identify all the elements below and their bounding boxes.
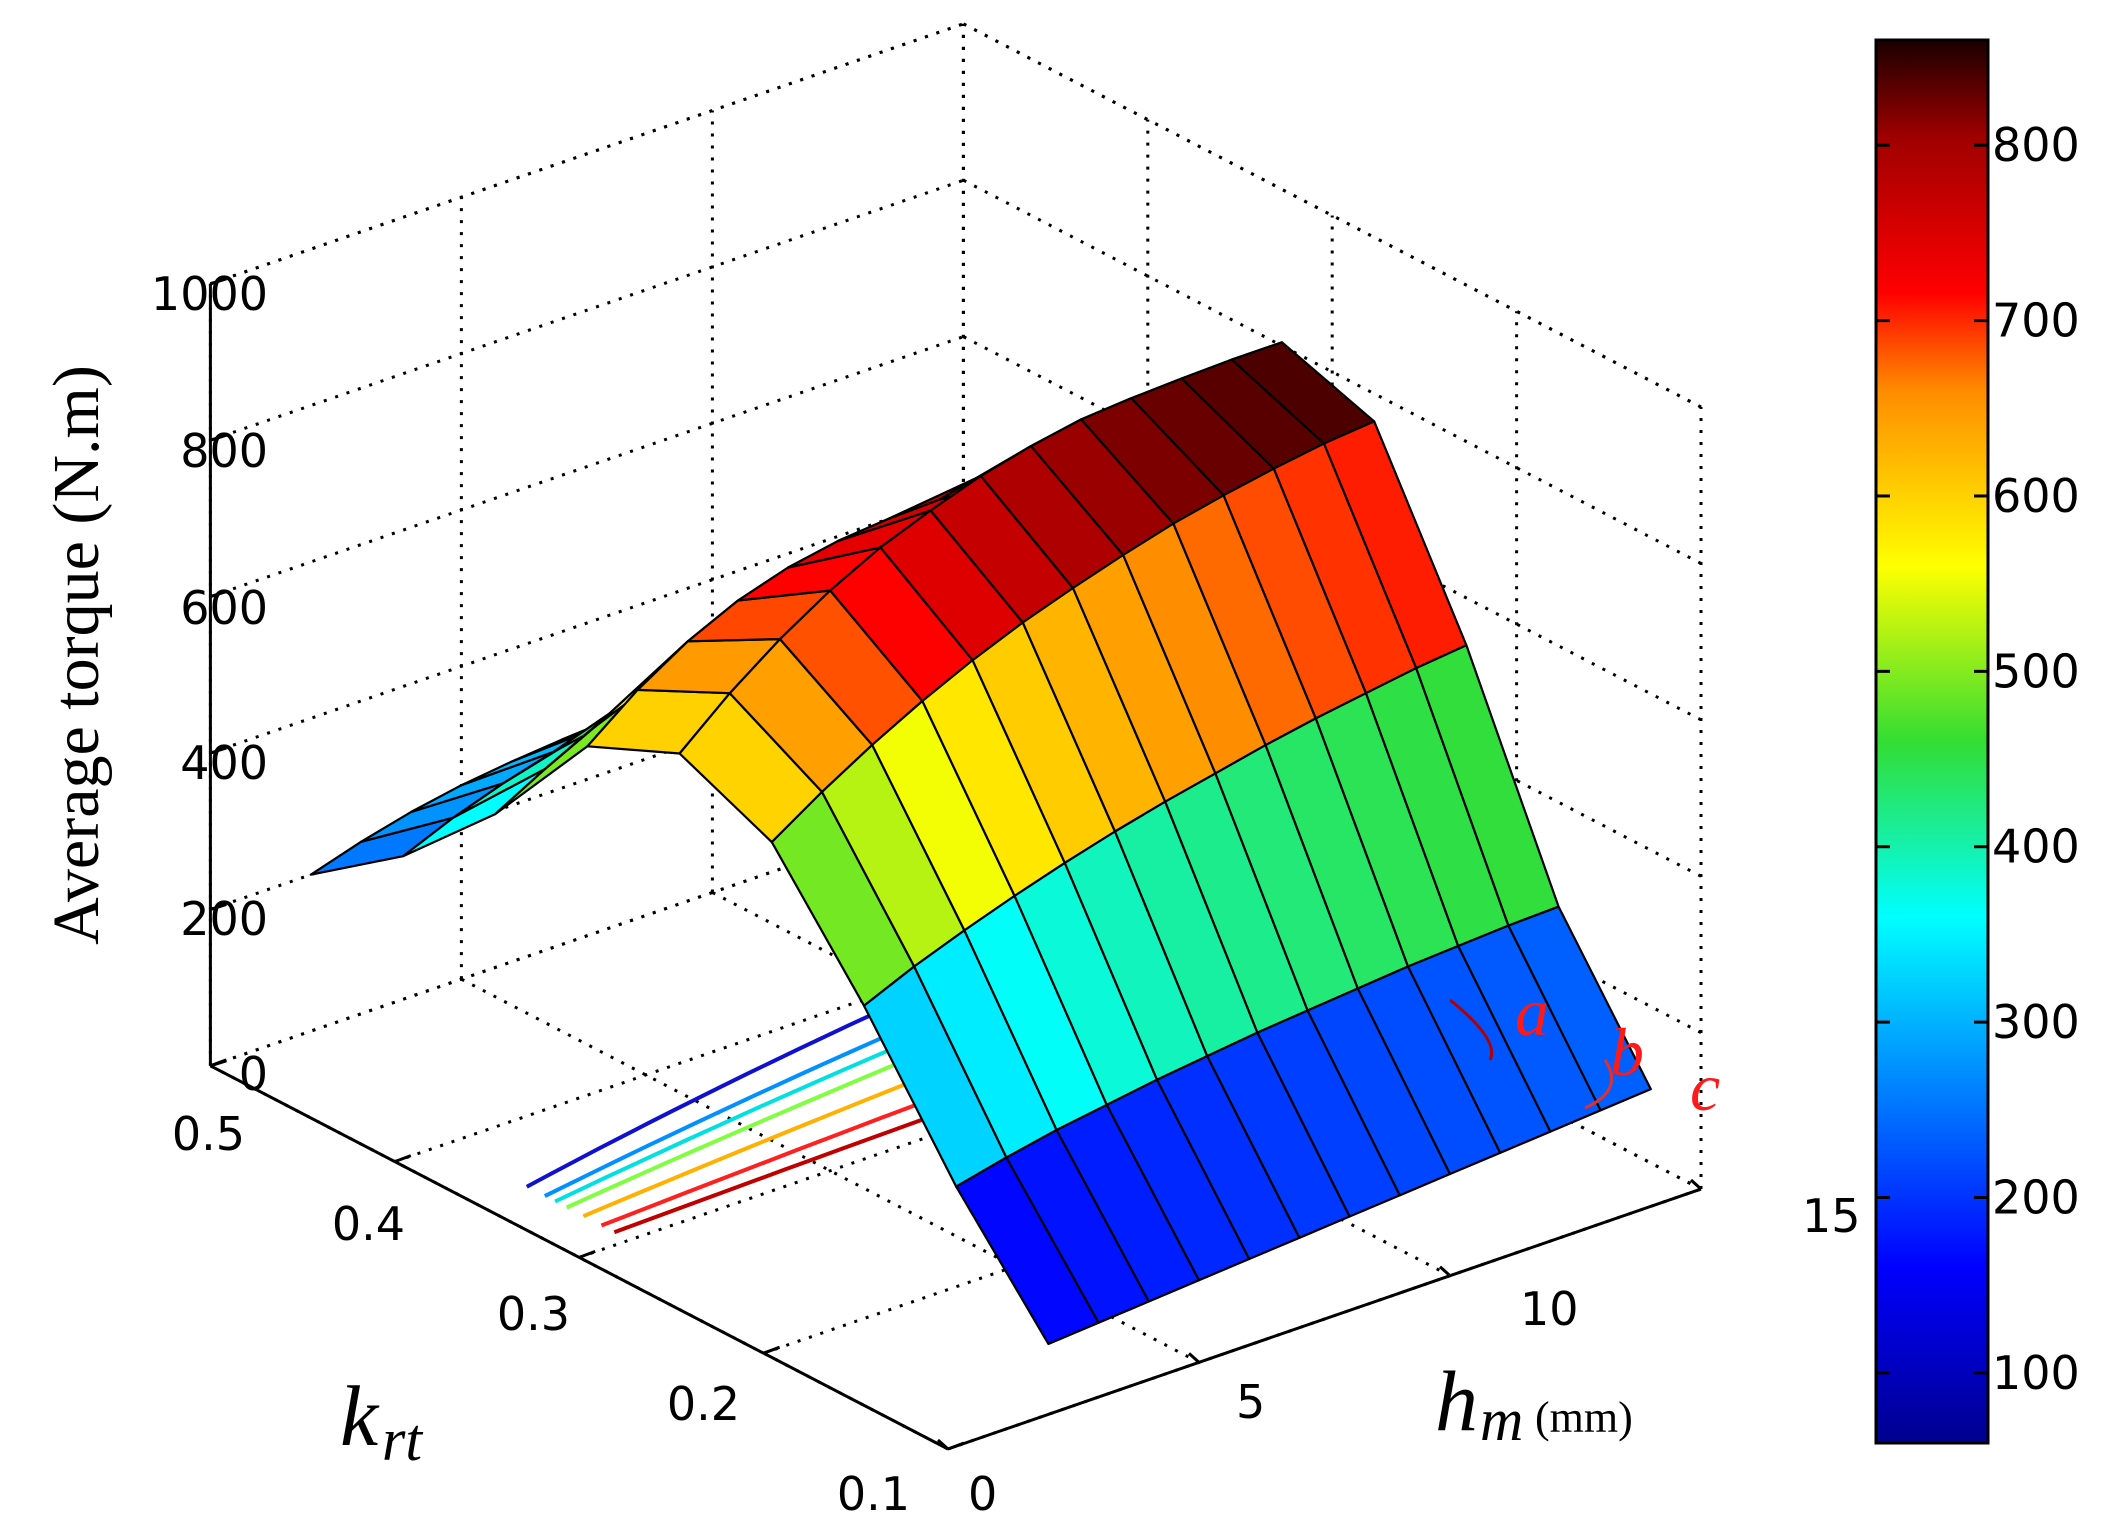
- hm-tick-10: 10: [1520, 1282, 1579, 1336]
- colorbar-tick-label: 100: [1992, 1346, 2080, 1400]
- colorbar-tick-label: 800: [1992, 118, 2080, 172]
- krt-axis-tick: [209, 1058, 227, 1068]
- grid-line: [394, 900, 1149, 1164]
- hm-axis-tick: [1689, 1178, 1703, 1191]
- z-tick-600: 600: [180, 581, 268, 635]
- krt-axis-subscript: rt: [382, 1407, 423, 1473]
- z-axis-tick: [209, 902, 227, 911]
- grid-line: [209, 804, 964, 1068]
- grid-line: [209, 22, 964, 286]
- grid-line: [962, 22, 1702, 409]
- krt-tick-0.5: 0.5: [172, 1107, 245, 1161]
- contour-label-b: b: [1610, 1014, 1644, 1090]
- krt-axis: [209, 1064, 949, 1451]
- surface-patch: [309, 816, 455, 876]
- z-axis-tick: [209, 277, 227, 286]
- surface-patch: [1507, 905, 1652, 1112]
- z-tick-200: 200: [180, 892, 268, 946]
- grid-line: [209, 335, 964, 599]
- hm-axis: [947, 1187, 1702, 1451]
- colorbar-tick-label: 500: [1992, 644, 2080, 698]
- hm-axis-symbol: h: [1435, 1353, 1478, 1449]
- z-tick-0: 0: [239, 1047, 268, 1101]
- krt-axis-tick: [947, 1441, 965, 1451]
- hm-axis-ticks: 0 5 10 15: [968, 1189, 1861, 1521]
- grid-line: [209, 178, 964, 442]
- axis-lines: [208, 277, 1703, 1451]
- hm-axis-tick: [1438, 1265, 1452, 1277]
- contour-label-c: c: [1690, 1049, 1720, 1125]
- colorbar: 800 700 600 500 400 300 200 100: [1874, 38, 2080, 1445]
- krt-axis-tick: [394, 1154, 412, 1164]
- z-axis-tick: [209, 590, 227, 599]
- z-tick-400: 400: [180, 736, 268, 790]
- krt-axis-tick: [763, 1345, 781, 1355]
- hm-axis-tick: [936, 1438, 950, 1451]
- hm-axis-label: h m (mm): [1435, 1353, 1633, 1453]
- hm-axis-unit: (mm): [1535, 1393, 1633, 1442]
- torque-surface: [309, 341, 1652, 1346]
- contour-annotations: a b c: [1449, 974, 1720, 1125]
- hm-tick-0: 0: [968, 1467, 997, 1521]
- z-axis-tick: [209, 746, 227, 755]
- krt-tick-0.3: 0.3: [497, 1287, 570, 1341]
- leader-b: [1584, 1059, 1614, 1110]
- colorbar-tick-label: 300: [1992, 995, 2080, 1049]
- contour-label-a: a: [1515, 974, 1549, 1050]
- hm-axis-tick: [1187, 1352, 1201, 1364]
- hm-axis-subscript: m: [1480, 1387, 1523, 1453]
- z-tick-1000: 1000: [151, 267, 268, 321]
- z-axis-ticks: 1000 800 600 400 200 0: [151, 267, 268, 1101]
- hm-tick-5: 5: [1236, 1375, 1265, 1429]
- grid-line: [209, 491, 964, 755]
- z-tick-800: 800: [180, 424, 268, 478]
- colorbar-tick-label: 600: [1992, 469, 2080, 523]
- grid-line: [962, 22, 1702, 409]
- colorbar-ticks: 800 700 600 500 400 300 200 100: [1876, 118, 2080, 1400]
- colorbar-tick-label: 200: [1992, 1170, 2080, 1224]
- z-axis-tick: [209, 433, 227, 442]
- krt-tick-0.2: 0.2: [667, 1377, 740, 1431]
- krt-axis-symbol: k: [340, 1368, 380, 1464]
- krt-tick-0.4: 0.4: [332, 1197, 405, 1251]
- hm-tick-15: 15: [1802, 1189, 1861, 1243]
- krt-axis-label: k rt: [340, 1368, 423, 1473]
- colorbar-gradient: [1874, 38, 1990, 1445]
- colorbar-tick-label: 700: [1992, 294, 2080, 348]
- z-axis-label: Average torque (N.m): [40, 365, 113, 945]
- krt-axis-ticks: 0.5 0.4 0.3 0.2 0.1: [172, 1107, 910, 1521]
- colorbar-tick-label: 400: [1992, 820, 2080, 874]
- krt-axis-tick: [578, 1249, 596, 1259]
- leader-a: [1449, 998, 1494, 1061]
- krt-tick-0.1: 0.1: [837, 1467, 910, 1521]
